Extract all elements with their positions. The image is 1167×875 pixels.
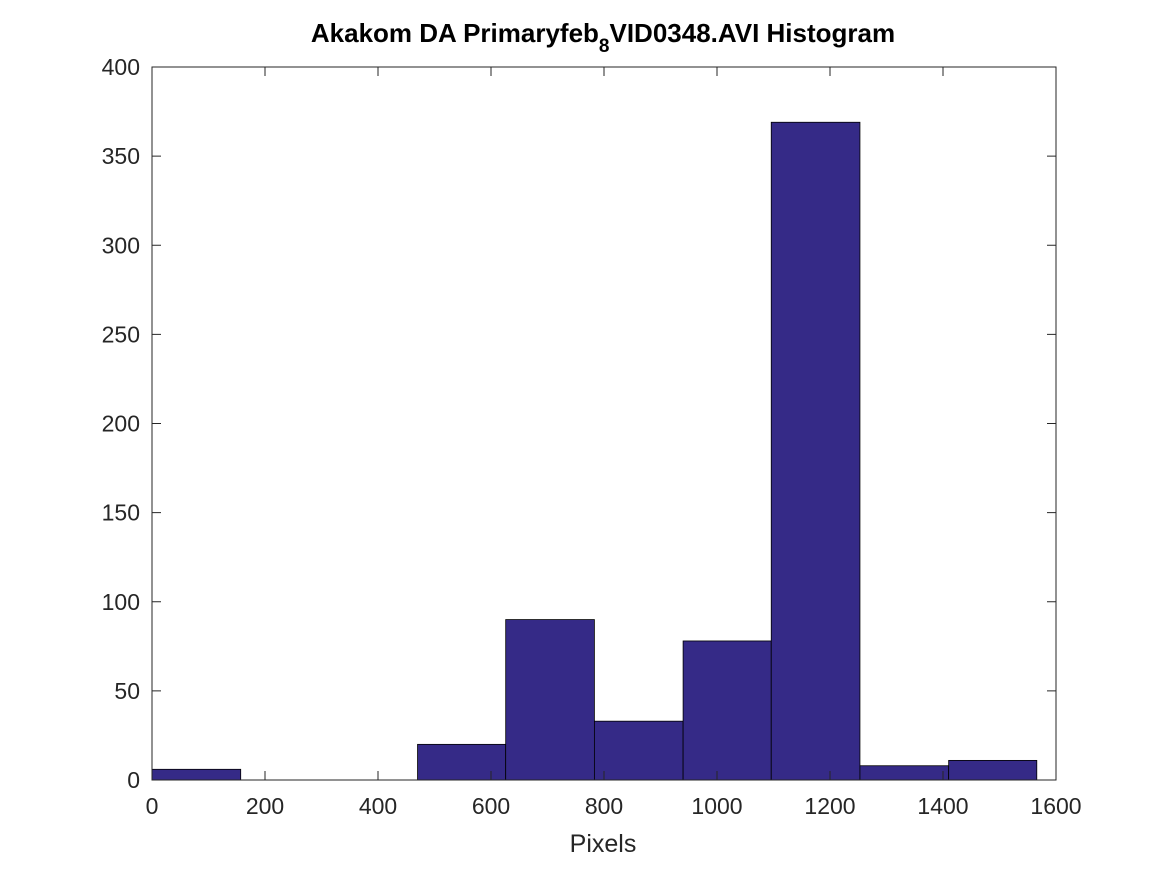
chart-title: Akakom DA Primaryfeb8VID0348.AVI Histogr… (311, 18, 895, 57)
y-tick-label: 200 (102, 411, 140, 437)
y-tick-label: 400 (102, 54, 140, 80)
x-tick-label: 600 (472, 793, 510, 819)
x-tick-label: 0 (146, 793, 159, 819)
histogram-bar (948, 759, 1038, 781)
y-tick-label: 150 (102, 500, 140, 526)
chart-title-suffix: VID0348.AVI Histogram (609, 18, 895, 48)
chart-title-main: Akakom DA Primaryfeb (311, 18, 599, 48)
y-tick-label: 50 (114, 678, 140, 704)
x-tick-label: 800 (585, 793, 623, 819)
y-tick-label: 0 (127, 767, 140, 793)
y-tick-label: 100 (102, 589, 140, 615)
x-tick-label: 1600 (1030, 793, 1081, 819)
x-tick-label: 1200 (804, 793, 855, 819)
x-axis-ticks: 0 200 400 600 800 1000 1200 1400 1600 (146, 67, 1082, 819)
y-axis-ticks: 0 50 100 150 200 250 300 350 400 (102, 54, 1056, 793)
plot-box (151, 66, 1057, 781)
x-tick-label: 200 (246, 793, 284, 819)
y-tick-label: 350 (102, 143, 140, 169)
histogram-bar (859, 765, 950, 781)
x-tick-label: 400 (359, 793, 397, 819)
histogram-bar (682, 640, 772, 781)
y-tick-label: 300 (102, 232, 140, 258)
plot-axes (151, 66, 1057, 781)
chart-title-subscript: 8 (599, 36, 610, 57)
y-tick-label: 250 (102, 321, 140, 347)
histogram-bar (770, 121, 861, 781)
histogram-bar (417, 743, 507, 781)
histogram-bar (593, 720, 684, 781)
x-axis-label: Pixels (570, 830, 637, 858)
x-tick-label: 1400 (917, 793, 968, 819)
histogram-bar (505, 619, 595, 781)
histogram-bar (151, 768, 242, 781)
histogram-bars (151, 121, 1038, 781)
x-tick-label: 1000 (691, 793, 742, 819)
